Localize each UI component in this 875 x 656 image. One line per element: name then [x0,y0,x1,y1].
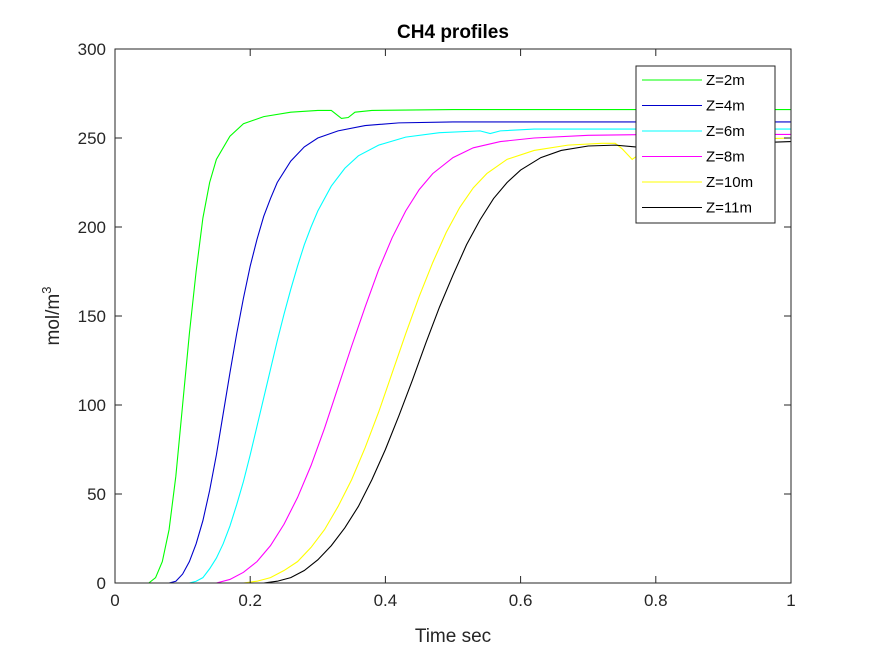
legend-entry-label: Z=8m [706,149,745,166]
x-tick-label: 0.4 [374,591,398,610]
series-line-1 [115,108,791,584]
x-axis-label: Time sec [415,626,491,647]
legend-entry-label: Z=4m [706,98,745,115]
y-tick-label: 300 [78,40,106,59]
x-tick-label: 1 [786,591,795,610]
x-tick-label: 0 [110,591,119,610]
legend-box [635,65,776,224]
legend-entry-label: Z=10m [706,174,753,191]
series-line-6 [115,141,792,584]
axes-layer: 0 0.2 0.4 0.6 0.8 1 0 50 100 150 200 250 300 [78,40,796,610]
y-axis-label-base: mol/m [43,294,64,346]
legend-entry-label: Z=2m [706,72,745,89]
x-tick-label: 0.8 [644,591,668,610]
legend-entry-label: Z=6m [706,123,745,140]
y-tick-label: 100 [78,396,106,415]
y-tick-label: 50 [87,485,106,504]
x-tick-label: 0.6 [509,591,533,610]
series-line-5 [115,137,792,584]
y-tick-label: 150 [78,307,106,326]
y-tick-label: 200 [78,218,106,237]
y-tick-label: 0 [97,574,106,593]
y-axis-label: mol/m3 [39,287,64,346]
series-line-2 [115,121,791,584]
legend-entry-label: Z=11m [706,200,752,217]
series-layer [115,108,792,584]
x-tick-label: 0.2 [238,591,262,610]
y-axis-label-superscript: 3 [39,287,54,294]
series-line-3 [115,128,791,584]
chart-title: CH4 profiles [397,22,509,43]
y-tick-label: 250 [78,129,106,148]
series-line-4 [115,133,791,584]
legend: Z=2m Z=4m Z=6m Z=8m Z=10m Z=11m [635,65,776,224]
